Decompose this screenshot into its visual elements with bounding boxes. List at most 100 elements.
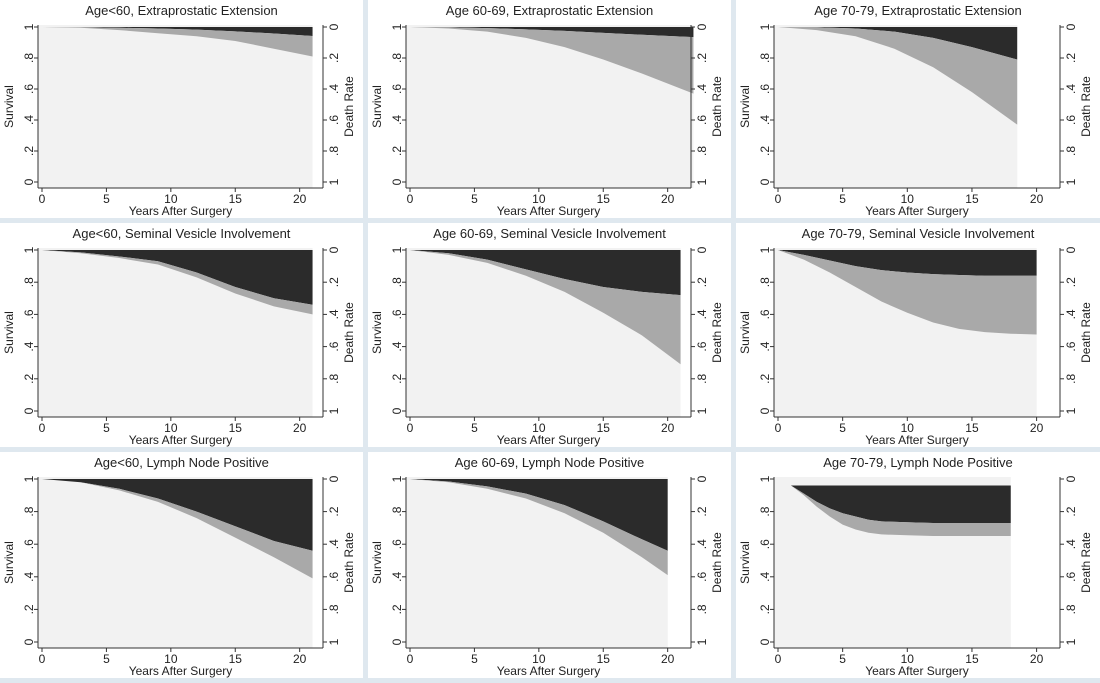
cancer-death-band bbox=[778, 250, 1037, 276]
y2-tick-label: 0 bbox=[327, 246, 341, 253]
other-death-band bbox=[42, 27, 313, 57]
x-tick-label: 15 bbox=[229, 192, 243, 206]
y2-tick-label: .6 bbox=[327, 341, 341, 351]
plot-beyond-data bbox=[1036, 248, 1060, 417]
x-tick-label: 0 bbox=[775, 652, 782, 666]
y-tick-label: 0 bbox=[758, 638, 772, 645]
y2-tick-label: .8 bbox=[1064, 604, 1078, 614]
other-death-band bbox=[410, 479, 668, 576]
y2-tick-label: .4 bbox=[327, 539, 341, 549]
x-tick-label: 20 bbox=[661, 652, 675, 666]
y2-tick-label: .8 bbox=[327, 604, 341, 614]
cancer-death-band bbox=[42, 27, 313, 36]
y-tick-label: 1 bbox=[390, 246, 404, 253]
cancer-death-band bbox=[42, 479, 313, 551]
y-tick-label: 1 bbox=[758, 23, 772, 30]
y2-tick-label: .8 bbox=[1064, 373, 1078, 383]
y-tick-label: .4 bbox=[22, 571, 36, 581]
x-tick-label: 10 bbox=[532, 652, 546, 666]
y-tick-label: 0 bbox=[22, 178, 36, 185]
y2-tick-label: .8 bbox=[695, 146, 709, 156]
x-tick-label: 20 bbox=[293, 652, 307, 666]
y2-tick-label: .2 bbox=[1064, 506, 1078, 516]
chart-title: Age 60-69, Extraprostatic Extension bbox=[446, 3, 653, 18]
x-tick-label: 0 bbox=[775, 421, 782, 435]
y2-tick-label: .2 bbox=[327, 277, 341, 287]
y-tick-label: .4 bbox=[758, 341, 772, 351]
y2-tick-label: .6 bbox=[327, 571, 341, 581]
y2-tick-label: 1 bbox=[1064, 407, 1078, 414]
y2-tick-label: 1 bbox=[695, 407, 709, 414]
y-tick-label: .4 bbox=[758, 115, 772, 125]
y-tick-label: .8 bbox=[22, 277, 36, 287]
x-tick-label: 10 bbox=[164, 652, 178, 666]
y2-axis-title: Death Rate bbox=[1079, 532, 1093, 593]
x-tick-label: 5 bbox=[839, 652, 846, 666]
x-tick-label: 20 bbox=[1030, 421, 1044, 435]
y2-tick-label: .6 bbox=[1064, 341, 1078, 351]
x-axis-title: Years After Surgery bbox=[865, 204, 969, 218]
y2-tick-label: .2 bbox=[1064, 53, 1078, 63]
plot-data-region bbox=[38, 25, 313, 188]
y2-tick-label: .4 bbox=[327, 309, 341, 319]
x-tick-label: 20 bbox=[293, 421, 307, 435]
y2-tick-label: 0 bbox=[1064, 246, 1078, 253]
chart-panel-5: Age 60-69, Seminal Vesicle Involvement 0 5… bbox=[368, 223, 731, 447]
y2-tick-label: .8 bbox=[327, 373, 341, 383]
plot-beyond-data bbox=[312, 477, 323, 648]
x-tick-label: 10 bbox=[164, 192, 178, 206]
y2-tick-label: 1 bbox=[695, 178, 709, 185]
y-tick-label: 1 bbox=[22, 23, 36, 30]
y2-tick-label: 0 bbox=[1064, 475, 1078, 482]
y2-tick-label: .8 bbox=[327, 146, 341, 156]
y2-tick-label: .4 bbox=[695, 84, 709, 94]
y-tick-label: 1 bbox=[22, 246, 36, 253]
y2-tick-label: .6 bbox=[1064, 571, 1078, 581]
y-tick-label: 1 bbox=[758, 475, 772, 482]
y-tick-label: .6 bbox=[22, 84, 36, 94]
x-tick-label: 20 bbox=[293, 192, 307, 206]
chart-panel-6: Age 70-79, Seminal Vesicle Involvement 0 5… bbox=[736, 223, 1100, 447]
y2-tick-label: .4 bbox=[1064, 309, 1078, 319]
x-tick-label: 0 bbox=[39, 652, 46, 666]
x-tick-label: 15 bbox=[597, 421, 611, 435]
y2-tick-label: .6 bbox=[327, 115, 341, 125]
y2-tick-label: .2 bbox=[695, 53, 709, 63]
cancer-death-band bbox=[790, 485, 1011, 524]
y-tick-label: 0 bbox=[390, 638, 404, 645]
y-tick-label: .2 bbox=[390, 373, 404, 383]
y2-axis-title: Death Rate bbox=[342, 532, 356, 593]
plot-beyond-data bbox=[312, 248, 323, 417]
y-tick-label: .6 bbox=[390, 84, 404, 94]
plot-beyond-data bbox=[680, 248, 691, 417]
y-tick-label: 0 bbox=[390, 407, 404, 414]
y-tick-label: .8 bbox=[390, 506, 404, 516]
y-tick-label: .4 bbox=[22, 115, 36, 125]
y-tick-label: 0 bbox=[22, 407, 36, 414]
y-tick-label: .6 bbox=[22, 539, 36, 549]
y2-tick-label: .2 bbox=[327, 53, 341, 63]
y-tick-label: .4 bbox=[22, 341, 36, 351]
x-tick-label: 5 bbox=[103, 421, 110, 435]
y-tick-label: 0 bbox=[758, 178, 772, 185]
y-tick-label: 0 bbox=[390, 178, 404, 185]
y2-tick-label: 1 bbox=[695, 638, 709, 645]
x-tick-label: 15 bbox=[597, 192, 611, 206]
cancer-death-band bbox=[410, 250, 681, 296]
x-tick-label: 20 bbox=[1030, 652, 1044, 666]
y-axis-title: Survival bbox=[2, 85, 16, 128]
y-axis-title: Survival bbox=[2, 311, 16, 354]
x-axis-title: Years After Surgery bbox=[129, 664, 233, 678]
plot-beyond-data bbox=[1010, 477, 1060, 648]
y2-tick-label: .2 bbox=[327, 506, 341, 516]
other-death-band bbox=[778, 250, 1037, 335]
other-death-band bbox=[410, 250, 681, 365]
y2-tick-label: 0 bbox=[695, 23, 709, 30]
x-axis-title: Years After Surgery bbox=[497, 664, 601, 678]
y-axis-title: Survival bbox=[370, 85, 384, 128]
plot-beyond-data bbox=[667, 477, 691, 648]
y-tick-label: .2 bbox=[22, 604, 36, 614]
